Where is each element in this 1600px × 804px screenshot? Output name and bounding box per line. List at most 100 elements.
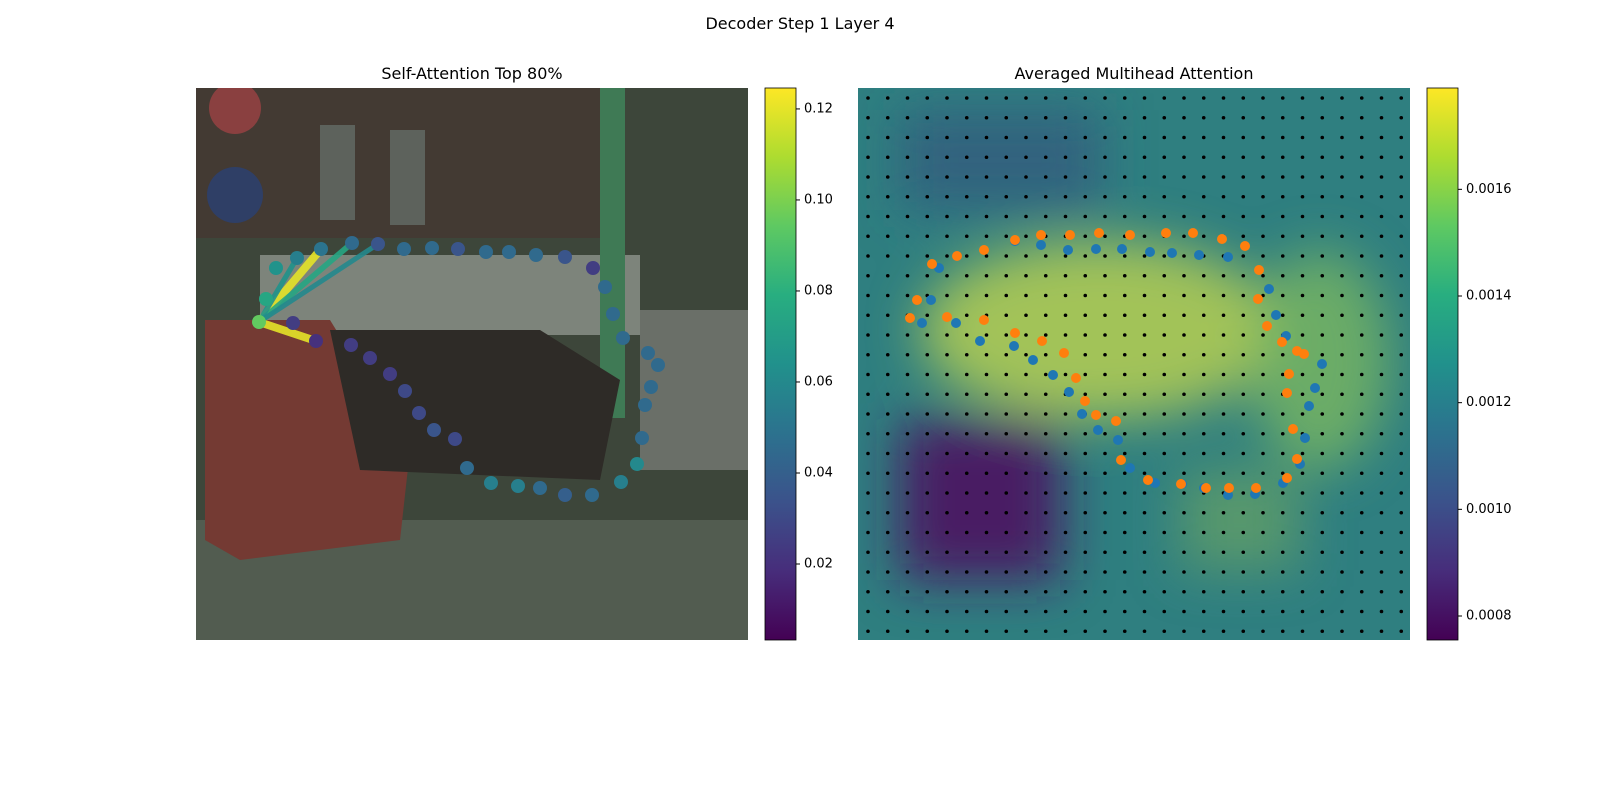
grid-dot: [1359, 609, 1364, 614]
grid-dot: [1221, 214, 1226, 219]
grid-dot: [1083, 96, 1088, 100]
grid-dot: [1379, 550, 1384, 555]
grid-dot: [1340, 234, 1344, 239]
grid-dot: [1359, 214, 1364, 219]
grid-dot: [1103, 471, 1107, 476]
grid-dot: [1399, 175, 1404, 179]
grid-dot: [1083, 471, 1088, 476]
grid-dot: [866, 234, 870, 239]
grid-dot: [1261, 510, 1265, 515]
grid-dot: [1043, 491, 1048, 495]
grid-dot: [964, 431, 969, 436]
grid-dot: [1300, 214, 1305, 219]
point: [1065, 230, 1075, 240]
grid-dot: [1083, 234, 1088, 239]
grid-dot: [1004, 352, 1009, 357]
grid-dot: [1142, 194, 1147, 199]
grid-dot: [866, 412, 870, 416]
grid-dot: [1280, 510, 1285, 515]
grid-dot: [1142, 530, 1147, 535]
grid-dot: [1043, 115, 1048, 120]
grid-dot: [1063, 530, 1068, 535]
point: [1091, 410, 1101, 420]
grid-dot: [945, 471, 949, 476]
grid-dot: [1261, 313, 1265, 318]
grid-dot: [1379, 392, 1384, 397]
grid-dot: [1201, 234, 1206, 239]
grid-dot: [1024, 510, 1028, 515]
grid-dot: [1201, 589, 1206, 594]
grid-dot: [1241, 412, 1246, 416]
grid-dot: [925, 352, 930, 357]
point: [616, 331, 630, 345]
point: [1292, 454, 1302, 464]
grid-dot: [1241, 313, 1246, 318]
grid-dot: [1083, 135, 1088, 140]
point: [451, 242, 465, 256]
grid-dot: [945, 273, 949, 278]
grid-dot: [866, 530, 870, 535]
grid-dot: [1201, 273, 1206, 278]
grid-dot: [1320, 273, 1325, 278]
grid-dot: [1063, 372, 1068, 377]
grid-dot: [1379, 254, 1384, 258]
grid-dot: [1221, 155, 1226, 160]
grid-dot: [1399, 214, 1404, 219]
grid-dot: [1241, 194, 1246, 199]
panel-title: Averaged Multihead Attention: [1015, 64, 1254, 83]
point: [1093, 425, 1103, 435]
grid-dot: [1399, 609, 1404, 614]
grid-dot: [984, 194, 989, 199]
grid-dot: [1201, 96, 1206, 100]
grid-dot: [1280, 135, 1285, 140]
grid-dot: [1320, 175, 1325, 179]
grid-dot: [1083, 254, 1088, 258]
grid-dot: [1359, 451, 1364, 456]
grid-dot: [1004, 273, 1009, 278]
grid-dot: [1004, 510, 1009, 515]
grid-dot: [1280, 471, 1285, 476]
grid-dot: [1043, 372, 1048, 377]
point: [1094, 228, 1104, 238]
grid-dot: [1004, 214, 1009, 219]
grid-dot: [1063, 175, 1068, 179]
grid-dot: [905, 629, 910, 634]
grid-dot: [1083, 175, 1088, 179]
grid-dot: [1280, 431, 1285, 436]
grid-dot: [984, 352, 989, 357]
grid-dot: [1241, 629, 1246, 634]
grid-dot: [1024, 333, 1028, 337]
grid-dot: [1004, 392, 1009, 397]
grid-dot: [1004, 412, 1009, 416]
heatmap-background: [858, 88, 1410, 640]
grid-dot: [1063, 333, 1068, 337]
grid-dot: [1399, 254, 1404, 258]
grid-dot: [1261, 471, 1265, 476]
grid-dot: [1241, 451, 1246, 456]
grid-dot: [1024, 352, 1028, 357]
grid-dot: [1103, 392, 1107, 397]
grid-dot: [1182, 273, 1186, 278]
grid-dot: [1063, 254, 1068, 258]
grid-dot: [1004, 550, 1009, 555]
grid-dot: [1182, 214, 1186, 219]
grid-dot: [1399, 333, 1404, 337]
grid-dot: [1063, 214, 1068, 219]
grid-dot: [945, 194, 949, 199]
grid-dot: [925, 431, 930, 436]
grid-dot: [1182, 570, 1186, 574]
grid-dot: [1241, 214, 1246, 219]
grid-dot: [1340, 609, 1344, 614]
point: [252, 315, 266, 329]
grid-dot: [984, 550, 989, 555]
grid-dot: [1300, 491, 1305, 495]
point: [606, 307, 620, 321]
grid-dot: [1300, 510, 1305, 515]
attention-edge: [256, 256, 300, 324]
grid-dot: [1063, 194, 1068, 199]
grid-dot: [1024, 609, 1028, 614]
grid-dot: [1043, 510, 1048, 515]
point: [1077, 409, 1087, 419]
grid-dot: [1280, 214, 1285, 219]
